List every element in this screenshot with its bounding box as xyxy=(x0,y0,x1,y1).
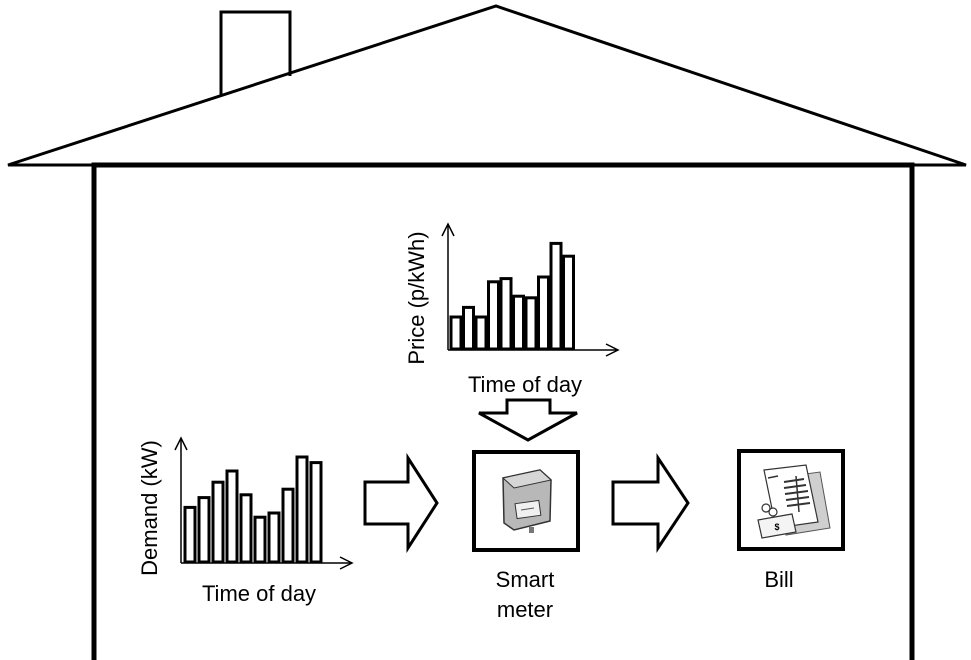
roof xyxy=(7,4,967,167)
price-y-axis-arrowhead xyxy=(441,222,455,237)
chimney xyxy=(219,10,292,95)
price-bar-4 xyxy=(487,280,500,351)
demand-to-meter-arrow xyxy=(363,452,439,554)
price-bar-9 xyxy=(549,241,563,351)
demand-bar-10 xyxy=(309,461,323,564)
demand-bar-8 xyxy=(281,487,295,564)
smart-meter-icon xyxy=(501,469,553,533)
demand-bar-7 xyxy=(267,511,281,564)
meter-to-bill-arrow xyxy=(611,453,690,553)
demand-bar-9 xyxy=(295,455,309,564)
price-bar-6 xyxy=(512,294,525,351)
demand-bars xyxy=(183,455,323,564)
price-x-axis-arrowhead xyxy=(605,343,620,357)
price-bar-1 xyxy=(449,315,463,351)
demand-bar-4 xyxy=(225,469,239,564)
bill-icon: $ xyxy=(757,464,831,539)
bill-label: Bill xyxy=(764,567,793,592)
price-bar-3 xyxy=(474,315,488,351)
price-bar-2 xyxy=(462,305,475,351)
demand-bar-5 xyxy=(239,493,253,564)
demand-x-axis-label: Time of day xyxy=(202,581,316,606)
price-bar-7 xyxy=(524,296,538,351)
house-walls xyxy=(91,162,915,660)
demand-x-axis-arrowhead xyxy=(339,556,354,570)
demand-bar-2 xyxy=(197,496,211,564)
price-bar-8 xyxy=(537,275,550,351)
demand-y-axis-label: Demand (kW) xyxy=(137,440,162,576)
demand-bar-1 xyxy=(183,505,197,564)
svg-text:$: $ xyxy=(774,522,779,532)
demand-bar-3 xyxy=(211,480,225,564)
smart-meter-label-line1: Smart xyxy=(496,567,555,592)
demand-bar-6 xyxy=(253,515,267,564)
smart-meter-box xyxy=(472,450,580,552)
price-bars xyxy=(449,241,575,351)
demand-chart: Demand (kW) Time of day xyxy=(137,436,354,606)
house xyxy=(7,4,967,660)
price-x-axis-label: Time of day xyxy=(468,372,582,397)
price-y-axis-label: Price (p/kWh) xyxy=(404,231,429,364)
price-chart: Price (p/kWh) Time of day xyxy=(404,222,620,397)
price-bar-10 xyxy=(562,254,575,351)
price-to-meter-arrow xyxy=(478,398,578,442)
bill-box: $ xyxy=(737,449,845,551)
price-bar-5 xyxy=(499,277,513,351)
smart-meter-label-line2: meter xyxy=(497,597,553,622)
demand-y-axis-arrowhead xyxy=(174,436,188,451)
